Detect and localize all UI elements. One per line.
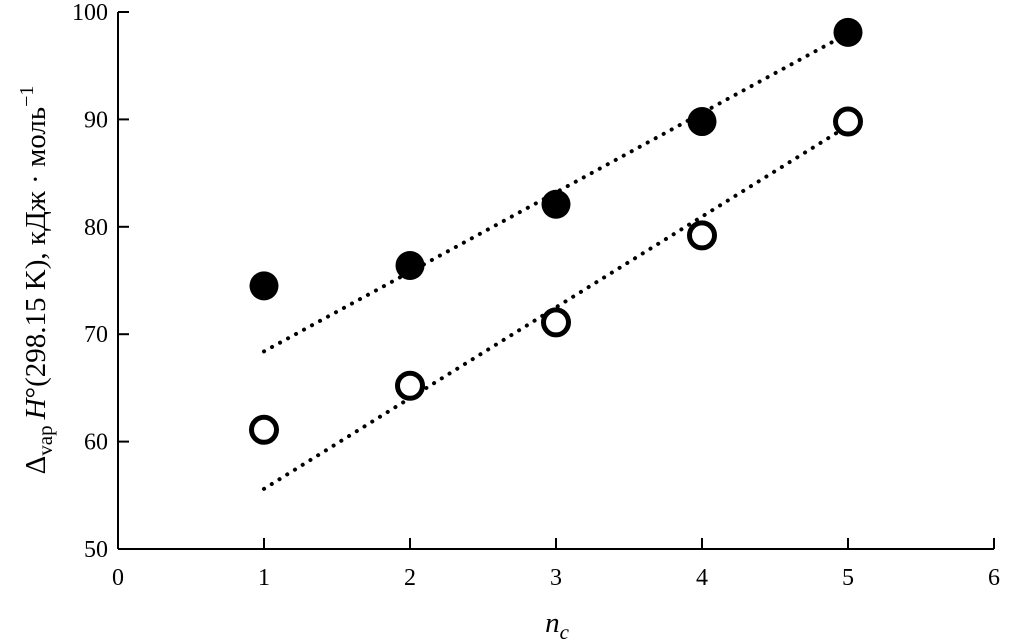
open-point-5 [833,106,863,137]
filled-point-1 [249,271,279,301]
plot-area: 0 1 2 3 4 5 6 50 60 70 80 90 100 [72,0,1000,591]
x-axis-title: nc [545,607,570,643]
x-axis-title-main: n [545,607,560,639]
y-tick-label: 60 [84,430,108,456]
x-tick-label: 1 [258,565,270,591]
y-axis-title-h: H [20,396,52,420]
trendlines [262,31,850,491]
y-tick-label: 70 [84,322,108,348]
x-tick-label: 3 [550,565,562,591]
axis-ticks: 0 1 2 3 4 5 6 50 60 70 80 90 100 [72,0,1000,591]
filled-point-4 [687,107,717,137]
filled-point-5 [833,17,863,47]
trendline-series-2 [262,123,850,491]
y-axis-title-sub: vap [33,425,57,455]
y-axis-title-main: °(298.15 K), кДж · моль [20,107,52,399]
filled-point-2 [395,250,425,280]
open-point-3 [541,307,571,338]
x-tick-label: 5 [842,565,854,591]
open-point-2 [395,370,425,401]
y-axis-title: Δvap H°(298.15 K), кДж · моль−1 [16,86,57,475]
y-tick-label: 80 [84,215,108,241]
data-points [249,17,863,445]
y-axis-title-delta: Δ [20,456,52,475]
trendline-series-1 [262,31,850,354]
x-tick-label: 2 [404,565,416,591]
x-tick-label: 4 [696,565,708,591]
x-tick-label: 6 [988,565,1000,591]
open-point-4 [687,220,717,251]
y-tick-label: 100 [72,0,108,26]
filled-point-3 [541,189,571,219]
y-tick-label: 50 [84,537,108,563]
x-axis-title-sub: c [560,620,570,643]
x-tick-label: 0 [112,565,124,591]
open-point-1 [249,414,279,445]
y-axis-title-sup: −1 [16,86,38,107]
y-tick-label: 90 [84,107,108,133]
